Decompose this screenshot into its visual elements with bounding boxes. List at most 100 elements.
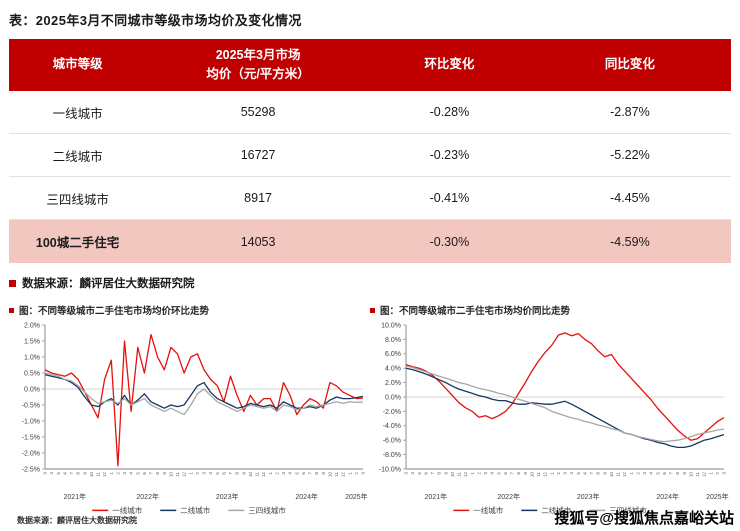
table-row: 三四线城市 8917 -0.41% -4.45% <box>9 177 731 220</box>
page-title: 表：2025年3月不同城市等级市场均价及变化情况 <box>9 13 302 28</box>
svg-text:4: 4 <box>208 472 213 475</box>
cell-yoy: -2.87% <box>610 105 650 119</box>
svg-text:5: 5 <box>294 472 299 475</box>
svg-text:1: 1 <box>188 472 193 475</box>
svg-text:7: 7 <box>430 472 435 475</box>
svg-text:10.0%: 10.0% <box>381 322 401 329</box>
svg-text:11: 11 <box>334 472 339 477</box>
svg-text:5: 5 <box>56 472 61 475</box>
svg-text:10: 10 <box>450 472 455 478</box>
svg-text:2: 2 <box>556 472 561 475</box>
cell-tier: 一线城市 <box>52 106 103 121</box>
table-header-row: 城市等级 2025年3月市场 均价（元/平方米） 环比变化 同比变化 <box>9 39 731 91</box>
svg-text:10: 10 <box>688 472 693 478</box>
cell-mom: -0.28% <box>429 105 470 119</box>
cell-yoy: -4.45% <box>610 191 650 205</box>
red-square-icon <box>9 279 16 287</box>
svg-text:2: 2 <box>715 472 720 475</box>
svg-text:1.5%: 1.5% <box>24 338 40 345</box>
svg-text:1: 1 <box>470 472 475 475</box>
svg-text:7: 7 <box>589 472 594 475</box>
svg-text:2022年: 2022年 <box>136 492 159 501</box>
cell-price: 8917 <box>244 191 272 205</box>
svg-text:7: 7 <box>669 472 674 475</box>
svg-text:12: 12 <box>543 472 548 478</box>
svg-text:4: 4 <box>649 472 654 475</box>
svg-text:9: 9 <box>682 472 687 475</box>
svg-text:6.0%: 6.0% <box>385 351 401 358</box>
svg-text:5: 5 <box>215 472 220 475</box>
svg-text:9: 9 <box>523 472 528 475</box>
svg-text:10: 10 <box>248 472 253 478</box>
svg-text:4: 4 <box>569 472 574 475</box>
charts-row: 图：不同等级城市二手住宅市场均价环比走势 2.0% 1.5% 1.0% 0.5% 0.0… <box>9 297 731 526</box>
svg-text:2022年: 2022年 <box>497 492 520 501</box>
svg-text:12: 12 <box>702 472 707 478</box>
svg-text:2: 2 <box>115 472 120 475</box>
cell-tier: 100城二手住宅 <box>35 236 120 250</box>
source-note-text: 数据来源：麟评居住大数据研究院 <box>22 278 195 290</box>
svg-text:8: 8 <box>76 472 81 475</box>
svg-text:-6.0%: -6.0% <box>383 438 401 445</box>
svg-text:一线城市: 一线城市 <box>112 505 142 515</box>
svg-text:8: 8 <box>596 472 601 475</box>
chart-yoy: 图：不同等级城市二手住宅市场均价同比走势 10.0% 8.0% 6.0% 4.0% 2.… <box>370 297 731 526</box>
svg-text:6: 6 <box>582 472 587 475</box>
svg-text:11: 11 <box>255 472 260 477</box>
table-row: 一线城市 55298 -0.28% -2.87% <box>9 91 731 134</box>
svg-text:6: 6 <box>301 472 306 475</box>
header-yoy-change: 同比变化 <box>604 57 655 72</box>
svg-text:9: 9 <box>162 472 167 475</box>
svg-text:9: 9 <box>321 472 326 475</box>
svg-text:5: 5 <box>655 472 660 475</box>
header-city-tier: 城市等级 <box>52 57 103 72</box>
svg-text:6: 6 <box>662 472 667 475</box>
svg-text:11: 11 <box>695 472 700 477</box>
svg-text:1: 1 <box>629 472 634 475</box>
svg-text:10: 10 <box>609 472 614 478</box>
watermark: 搜狐号@搜狐焦点嘉峪关站 <box>554 510 734 527</box>
svg-text:一线城市: 一线城市 <box>473 505 503 515</box>
svg-text:3: 3 <box>642 472 647 475</box>
table-source-note: 数据来源：麟评居住大数据研究院 <box>9 275 731 291</box>
svg-text:10: 10 <box>529 472 534 478</box>
table-row-highlighted: 100城二手住宅 14053 -0.30% -4.59% <box>9 220 731 263</box>
svg-text:6: 6 <box>221 472 226 475</box>
svg-text:-0.5%: -0.5% <box>22 402 40 409</box>
svg-text:2023年: 2023年 <box>216 492 239 501</box>
svg-text:8: 8 <box>155 472 160 475</box>
svg-text:7: 7 <box>149 472 154 475</box>
chart-mom: 图：不同等级城市二手住宅市场均价环比走势 2.0% 1.5% 1.0% 0.5% 0.0… <box>9 297 370 526</box>
svg-text:1: 1 <box>268 472 273 475</box>
svg-text:10: 10 <box>89 472 94 478</box>
svg-text:4: 4 <box>490 472 495 475</box>
svg-text:10: 10 <box>168 472 173 478</box>
svg-text:12: 12 <box>182 472 187 478</box>
header-price-line2: 均价（元/平方米） <box>206 67 310 81</box>
svg-text:2021年: 2021年 <box>425 492 448 501</box>
svg-text:0.0%: 0.0% <box>385 394 401 401</box>
svg-text:5: 5 <box>496 472 501 475</box>
svg-text:4: 4 <box>410 472 415 475</box>
svg-text:4: 4 <box>129 472 134 475</box>
header-price: 2025年3月市场 均价（元/平方米） <box>146 46 370 85</box>
svg-text:1: 1 <box>109 472 114 475</box>
svg-text:5: 5 <box>417 472 422 475</box>
svg-text:11: 11 <box>536 472 541 477</box>
svg-text:1: 1 <box>347 472 352 475</box>
svg-text:3: 3 <box>483 472 488 475</box>
svg-text:二线城市: 二线城市 <box>180 505 210 515</box>
svg-text:8.0%: 8.0% <box>385 337 401 344</box>
svg-text:11: 11 <box>457 472 462 477</box>
svg-text:12: 12 <box>102 472 107 478</box>
svg-text:二线城市: 二线城市 <box>541 505 571 515</box>
cell-yoy: -5.22% <box>610 148 650 162</box>
svg-text:10: 10 <box>327 472 332 478</box>
svg-text:9: 9 <box>82 472 87 475</box>
svg-text:-2.0%: -2.0% <box>22 450 40 457</box>
svg-text:2023年: 2023年 <box>577 492 600 501</box>
svg-text:-8.0%: -8.0% <box>383 452 401 459</box>
svg-text:4.0%: 4.0% <box>385 366 401 373</box>
svg-text:2: 2 <box>274 472 279 475</box>
svg-text:2: 2 <box>476 472 481 475</box>
